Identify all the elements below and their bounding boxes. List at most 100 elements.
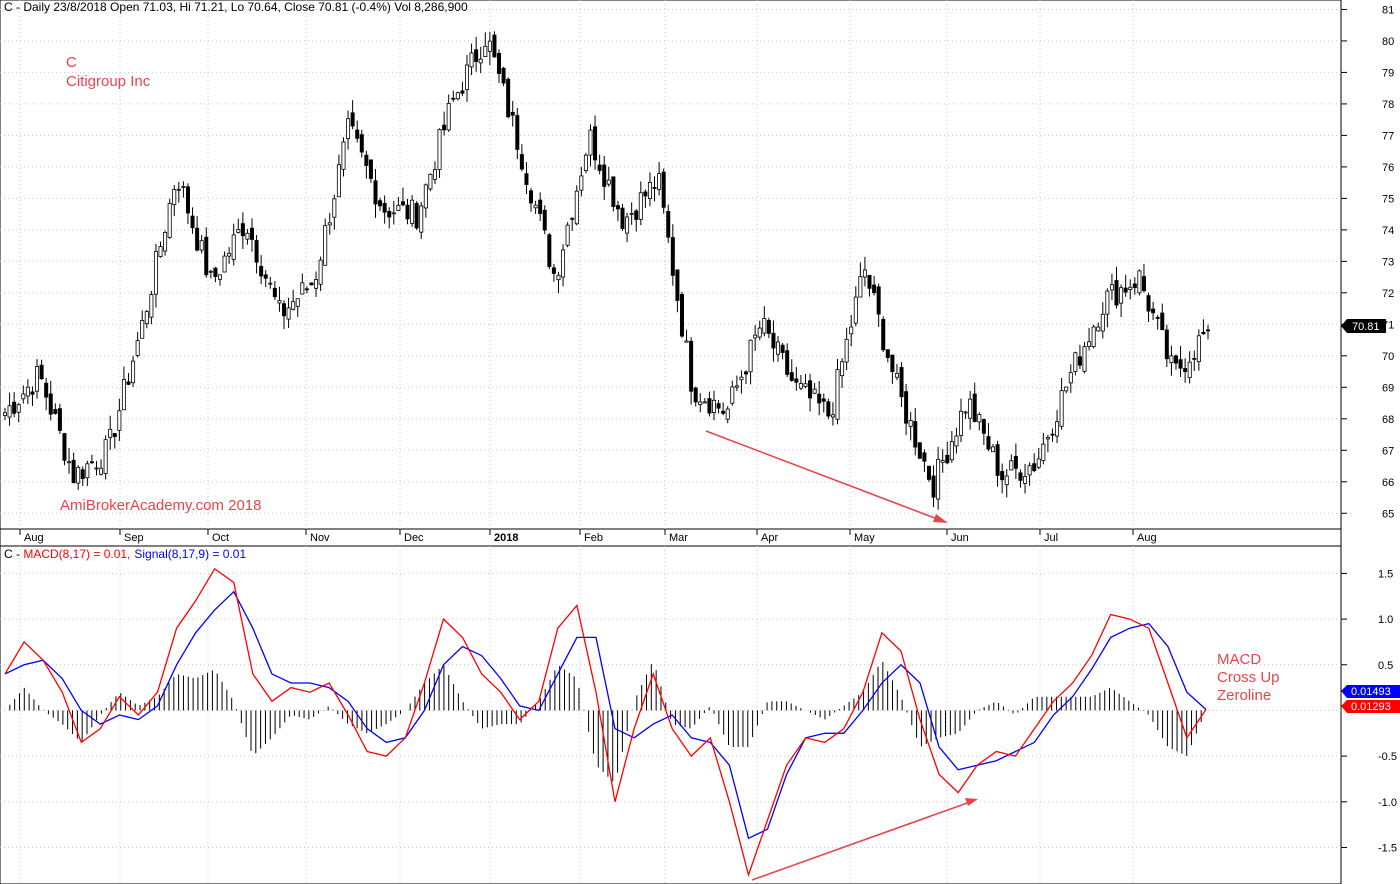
candle <box>593 115 598 170</box>
candle <box>638 181 643 226</box>
candle <box>862 256 867 287</box>
candle <box>785 343 790 378</box>
macd-note-line1: MACD <box>1217 651 1261 668</box>
candlesticks <box>3 31 1211 510</box>
macd-note-line3: Zeroline <box>1217 687 1271 704</box>
candle <box>762 306 767 337</box>
candle <box>1041 432 1046 465</box>
candle <box>254 235 259 274</box>
month-label: Aug <box>24 532 44 544</box>
month-labels: Aug Sep Oct Nov Dec 2018 Feb Mar Apr May Jun Jul Aug <box>19 529 1157 544</box>
candle <box>359 129 364 158</box>
candle <box>400 187 405 207</box>
price-tick-label: 66 <box>1382 477 1394 489</box>
candle <box>1141 264 1146 293</box>
candle <box>936 446 941 510</box>
candle <box>826 398 831 420</box>
candle <box>721 402 726 416</box>
candle <box>199 234 204 254</box>
candle <box>76 465 81 490</box>
candle <box>547 233 552 270</box>
candle <box>620 203 625 231</box>
month-label: Mar <box>669 532 688 544</box>
macd-line <box>4 567 1207 878</box>
candle <box>643 189 648 208</box>
ticker-label: C <box>66 54 77 71</box>
company-label: Citigroup Inc <box>66 73 151 90</box>
candle <box>757 320 762 341</box>
candle <box>529 187 534 212</box>
candle <box>629 202 634 225</box>
candle <box>1187 351 1192 384</box>
candle <box>1151 301 1156 321</box>
candle <box>533 200 538 214</box>
candle <box>570 217 575 231</box>
candle <box>410 195 415 227</box>
candle <box>958 398 963 442</box>
candle <box>57 403 62 434</box>
candle <box>387 207 392 229</box>
candle <box>259 255 264 285</box>
candle <box>263 269 268 288</box>
candle <box>794 367 799 391</box>
candle <box>519 144 524 172</box>
candle <box>35 359 40 399</box>
candle <box>455 91 460 101</box>
month-label: Dec <box>404 532 424 544</box>
candle <box>474 36 479 72</box>
macd-tick-label: 1.5 <box>1378 568 1393 580</box>
macd-header-signal: Signal(8,17,9) = 0.01 <box>134 547 246 561</box>
candle <box>1100 302 1105 339</box>
candle <box>53 403 58 415</box>
candle <box>432 161 437 185</box>
candle <box>766 317 771 339</box>
candle <box>460 81 465 96</box>
candle <box>355 120 360 143</box>
price-tick-label: 81 <box>1382 4 1394 16</box>
candle <box>1169 345 1174 376</box>
candle <box>1000 463 1005 494</box>
candle <box>1073 351 1078 376</box>
candle <box>780 343 785 360</box>
candle <box>606 166 611 187</box>
candle <box>501 66 506 87</box>
candle <box>1018 469 1023 488</box>
candle <box>272 280 277 301</box>
macd-value-badge: 0.01293 <box>1341 700 1400 713</box>
macd-header: C - MACD(8,17) = 0.01, Signal(8,17,9) = 0… <box>4 547 246 561</box>
candle <box>926 465 931 482</box>
candle <box>103 435 108 480</box>
candle <box>350 100 355 130</box>
candle <box>483 32 488 57</box>
candle <box>135 332 140 358</box>
macd-trend-arrow <box>751 798 978 881</box>
candle <box>1109 273 1114 300</box>
last-price-badge: 70.81 <box>1341 319 1386 333</box>
candle <box>1096 322 1101 332</box>
candle <box>977 412 982 431</box>
candle <box>1105 288 1110 328</box>
candle <box>684 329 689 343</box>
candle <box>611 176 616 212</box>
price-tick-label: 74 <box>1382 225 1394 237</box>
candle <box>295 298 300 317</box>
candle <box>894 364 899 381</box>
candle <box>908 412 913 441</box>
candle <box>1137 269 1142 296</box>
candle <box>1114 266 1119 309</box>
candle <box>437 128 442 179</box>
candle <box>185 183 190 225</box>
candle <box>789 359 794 382</box>
candle <box>1050 428 1055 442</box>
candle <box>1192 350 1197 371</box>
candle <box>378 197 383 211</box>
candle <box>364 150 369 179</box>
candle <box>1064 386 1069 394</box>
candle <box>245 228 250 245</box>
macd-tick-label: -1.5 <box>1378 842 1397 854</box>
candle <box>1013 443 1018 480</box>
price-tick-label: 75 <box>1382 193 1394 205</box>
candle <box>222 251 227 273</box>
candle <box>739 370 744 394</box>
candle <box>597 154 602 175</box>
